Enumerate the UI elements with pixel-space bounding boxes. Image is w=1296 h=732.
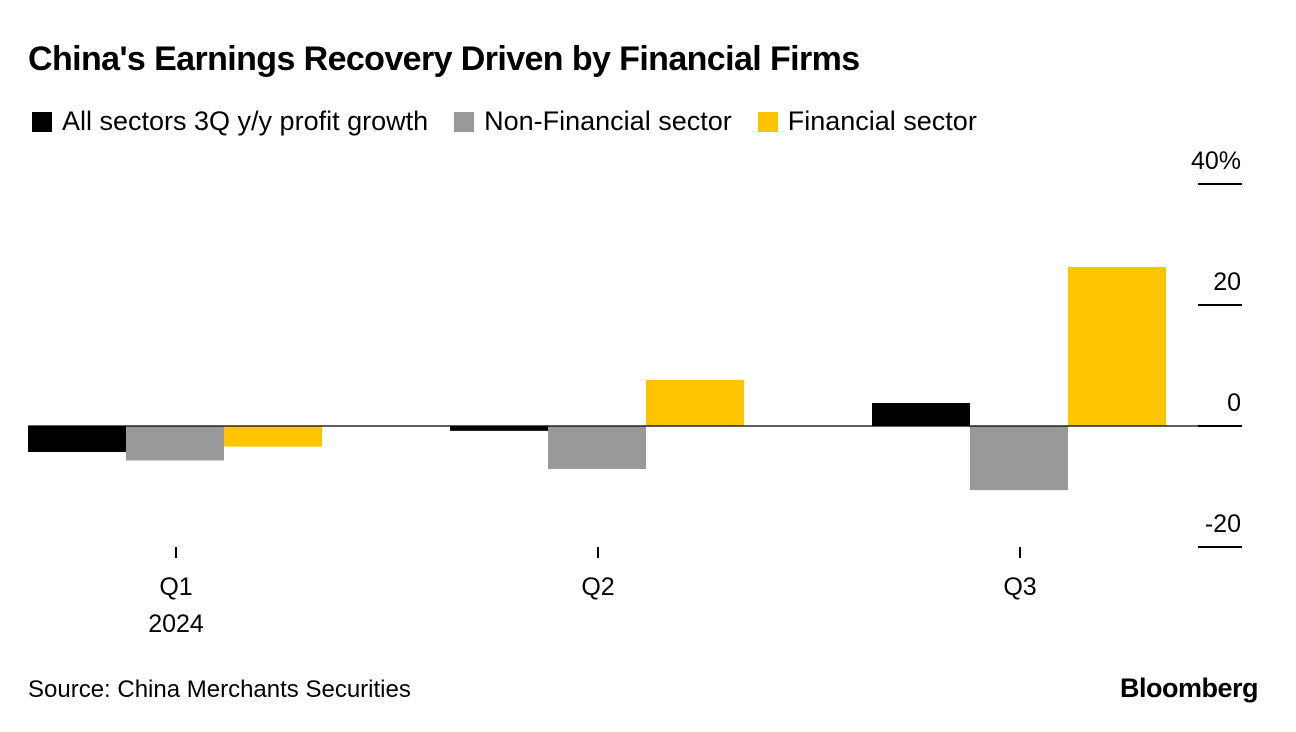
y-tick-label: 40% xyxy=(1191,147,1241,175)
legend-swatch-financial xyxy=(757,111,778,132)
bar xyxy=(970,426,1068,491)
legend: All sectors 3Q y/y profit growth Non-Fin… xyxy=(32,106,1003,137)
bar xyxy=(872,403,970,426)
bar xyxy=(548,426,646,469)
x-tick-label: Q2 xyxy=(581,573,614,601)
x-tick-label: Q3 xyxy=(1003,573,1036,601)
x-tick-sublabel: 2024 xyxy=(148,610,204,638)
legend-item-financial: Financial sector xyxy=(757,106,977,137)
bar xyxy=(28,426,126,453)
chart-title: China's Earnings Recovery Driven by Fina… xyxy=(28,40,860,78)
source-note: Source: China Merchants Securities xyxy=(28,676,411,703)
legend-swatch-all-sectors xyxy=(32,111,52,132)
legend-label-financial: Financial sector xyxy=(787,106,977,136)
y-tick-label: 0 xyxy=(1227,389,1241,417)
legend-label-non-financial: Non-Financial sector xyxy=(484,106,732,136)
bar xyxy=(450,426,548,431)
bar xyxy=(126,426,224,461)
x-tick-label: Q1 xyxy=(159,573,192,601)
y-tick-label: 20 xyxy=(1213,268,1241,296)
legend-swatch-non-financial xyxy=(454,111,475,132)
bar xyxy=(224,426,322,447)
bar xyxy=(646,380,744,426)
bloomberg-logo: Bloomberg xyxy=(1119,673,1259,703)
bar xyxy=(1068,266,1166,426)
legend-item-all-sectors: All sectors 3Q y/y profit growth xyxy=(32,106,428,137)
legend-label-all-sectors: All sectors 3Q y/y profit growth xyxy=(62,106,429,136)
legend-item-non-financial: Non-Financial sector xyxy=(454,106,732,137)
y-tick-label: -20 xyxy=(1205,510,1241,538)
